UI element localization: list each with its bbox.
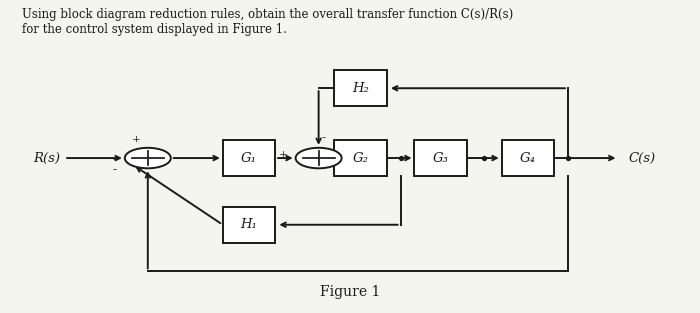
Text: -: - — [112, 163, 116, 176]
FancyBboxPatch shape — [414, 140, 467, 176]
Text: G₄: G₄ — [520, 151, 536, 165]
Text: R(s): R(s) — [34, 151, 61, 165]
Text: Figure 1: Figure 1 — [320, 285, 380, 299]
Text: C(s): C(s) — [629, 151, 656, 165]
Text: G₃: G₃ — [433, 151, 449, 165]
FancyBboxPatch shape — [223, 207, 275, 243]
FancyBboxPatch shape — [335, 70, 386, 106]
Text: H₂: H₂ — [352, 82, 369, 95]
Circle shape — [125, 148, 171, 168]
Text: G₁: G₁ — [241, 151, 257, 165]
Text: H₁: H₁ — [241, 218, 258, 231]
FancyBboxPatch shape — [502, 140, 554, 176]
Text: -: - — [321, 131, 326, 144]
Text: G₂: G₂ — [353, 151, 368, 165]
FancyBboxPatch shape — [223, 140, 275, 176]
Text: Using block diagram reduction rules, obtain the overall transfer function C(s)/R: Using block diagram reduction rules, obt… — [22, 8, 514, 36]
Text: -: - — [112, 154, 116, 167]
Text: +: + — [132, 135, 141, 144]
Text: +: + — [279, 151, 287, 160]
Circle shape — [295, 148, 342, 168]
FancyBboxPatch shape — [335, 140, 386, 176]
